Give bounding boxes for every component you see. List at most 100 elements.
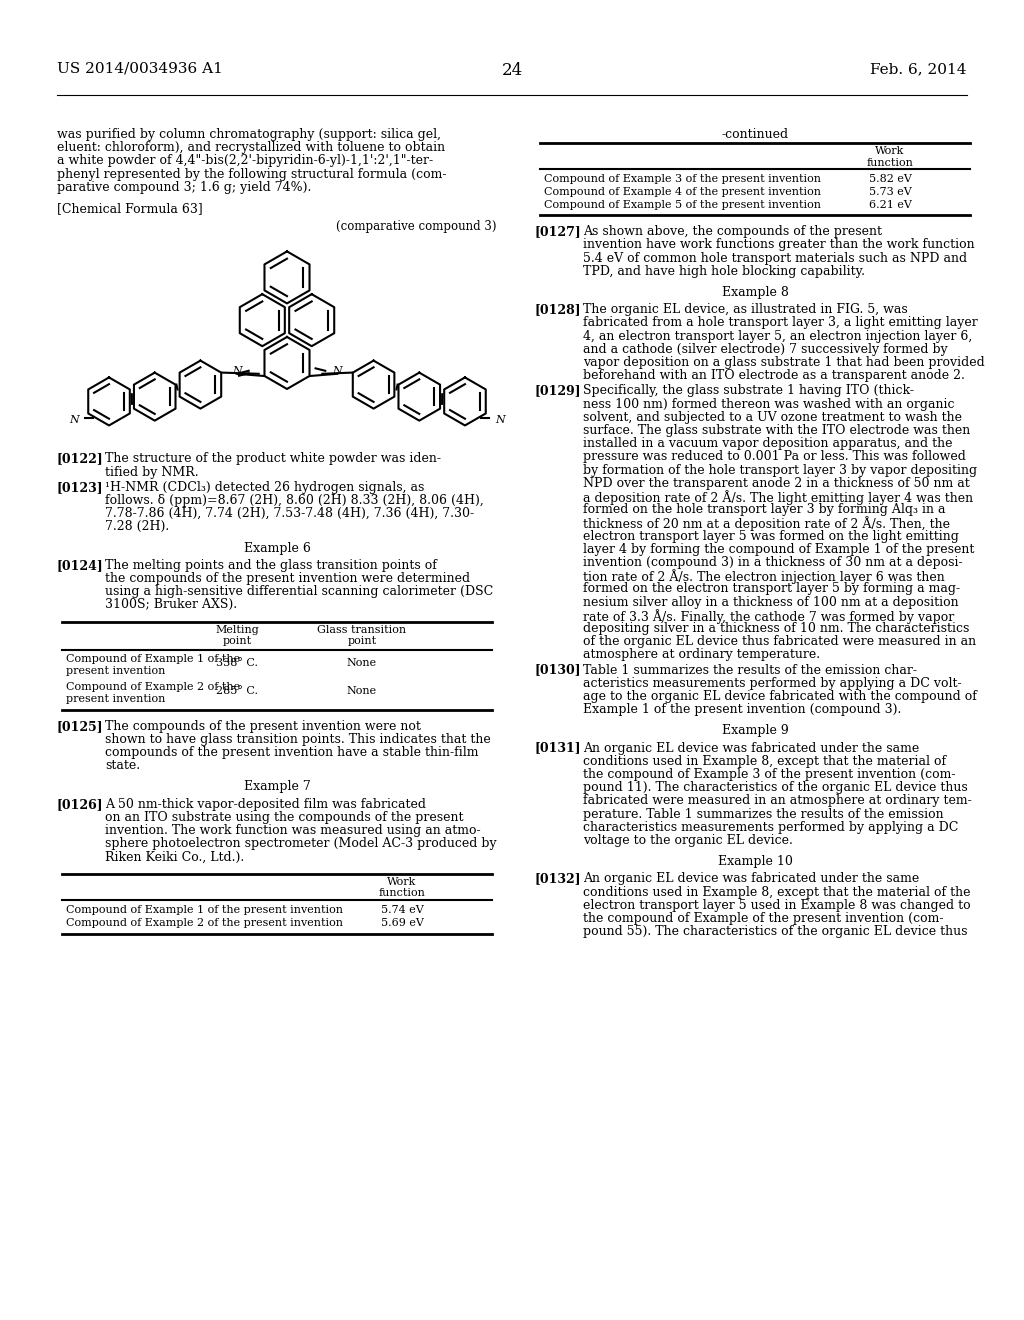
Text: of the organic EL device thus fabricated were measured in an: of the organic EL device thus fabricated… [583,635,976,648]
Text: beforehand with an ITO electrode as a transparent anode 2.: beforehand with an ITO electrode as a tr… [583,370,965,383]
Text: thickness of 20 nm at a deposition rate of 2 Å/s. Then, the: thickness of 20 nm at a deposition rate … [583,516,950,531]
Text: Compound of Example 2 of the: Compound of Example 2 of the [66,681,240,692]
Text: present invention: present invention [66,665,165,676]
Text: An organic EL device was fabricated under the same: An organic EL device was fabricated unde… [583,742,920,755]
Text: a white powder of 4,4"-bis(2,2'-bipyridin-6-yl)-1,1':2',1"-ter-: a white powder of 4,4"-bis(2,2'-bipyridi… [57,154,433,168]
Text: follows. δ (ppm)=8.67 (2H), 8.60 (2H) 8.33 (2H), 8.06 (4H),: follows. δ (ppm)=8.67 (2H), 8.60 (2H) 8.… [105,494,483,507]
Text: rate of 3.3 Å/s. Finally, the cathode 7 was formed by vapor: rate of 3.3 Å/s. Finally, the cathode 7 … [583,609,954,623]
Text: present invention: present invention [66,694,165,704]
Text: Example 6: Example 6 [244,541,310,554]
Text: 7.28 (2H).: 7.28 (2H). [105,520,169,533]
Text: Compound of Example 3 of the present invention: Compound of Example 3 of the present inv… [544,174,821,185]
Text: 5.73 eV: 5.73 eV [868,187,911,197]
Text: Compound of Example 1 of the: Compound of Example 1 of the [66,653,240,664]
Text: N: N [70,414,79,425]
Text: Example 8: Example 8 [722,286,788,300]
Text: Work
function: Work function [866,147,913,168]
Text: The melting points and the glass transition points of: The melting points and the glass transit… [105,558,437,572]
Text: ness 100 nm) formed thereon was washed with an organic: ness 100 nm) formed thereon was washed w… [583,397,954,411]
Text: invention have work functions greater than the work function: invention have work functions greater th… [583,239,975,251]
Text: 5.74 eV: 5.74 eV [381,904,423,915]
Text: Compound of Example 2 of the present invention: Compound of Example 2 of the present inv… [66,917,343,928]
Text: -continued: -continued [722,128,788,141]
Text: [0132]: [0132] [535,873,582,886]
Text: conditions used in Example 8, except that the material of: conditions used in Example 8, except tha… [583,755,946,768]
Text: NPD over the transparent anode 2 in a thickness of 50 nm at: NPD over the transparent anode 2 in a th… [583,477,970,490]
Text: state.: state. [105,759,140,772]
Text: TPD, and have high hole blocking capability.: TPD, and have high hole blocking capabil… [583,265,865,277]
Text: depositing silver in a thickness of 10 nm. The characteristics: depositing silver in a thickness of 10 n… [583,622,970,635]
Text: The compounds of the present invention were not: The compounds of the present invention w… [105,719,421,733]
Text: 338° C.: 338° C. [216,657,258,668]
Text: formed on the electron transport layer 5 by forming a mag-: formed on the electron transport layer 5… [583,582,961,595]
Text: a deposition rate of 2 Å/s. The light emitting layer 4 was then: a deposition rate of 2 Å/s. The light em… [583,490,973,504]
Text: electron transport layer 5 used in Example 8 was changed to: electron transport layer 5 used in Examp… [583,899,971,912]
Text: by formation of the hole transport layer 3 by vapor depositing: by formation of the hole transport layer… [583,463,977,477]
Text: An organic EL device was fabricated under the same: An organic EL device was fabricated unde… [583,873,920,886]
Text: Example 9: Example 9 [722,725,788,738]
Text: [0125]: [0125] [57,719,103,733]
Text: 5.69 eV: 5.69 eV [381,917,424,928]
Text: 5.82 eV: 5.82 eV [868,174,911,185]
Text: solvent, and subjected to a UV ozone treatment to wash the: solvent, and subjected to a UV ozone tre… [583,411,962,424]
Text: sphere photoelectron spectrometer (Model AC-3 produced by: sphere photoelectron spectrometer (Model… [105,837,497,850]
Text: shown to have glass transition points. This indicates that the: shown to have glass transition points. T… [105,733,490,746]
Text: [0127]: [0127] [535,226,582,238]
Text: voltage to the organic EL device.: voltage to the organic EL device. [583,834,793,847]
Text: The structure of the product white powder was iden-: The structure of the product white powde… [105,453,441,466]
Text: The organic EL device, as illustrated in FIG. 5, was: The organic EL device, as illustrated in… [583,304,907,317]
Text: [0128]: [0128] [535,304,582,317]
Text: surface. The glass substrate with the ITO electrode was then: surface. The glass substrate with the IT… [583,424,971,437]
Text: compounds of the present invention have a stable thin-film: compounds of the present invention have … [105,746,478,759]
Text: 24: 24 [502,62,522,79]
Text: layer 4 by forming the compound of Example 1 of the present: layer 4 by forming the compound of Examp… [583,543,975,556]
Text: Specifically, the glass substrate 1 having ITO (thick-: Specifically, the glass substrate 1 havi… [583,384,914,397]
Text: pound 11). The characteristics of the organic EL device thus: pound 11). The characteristics of the or… [583,781,968,795]
Text: 6.21 eV: 6.21 eV [868,201,911,210]
Text: parative compound 3; 1.6 g; yield 74%).: parative compound 3; 1.6 g; yield 74%). [57,181,311,194]
Text: Compound of Example 1 of the present invention: Compound of Example 1 of the present inv… [66,904,343,915]
Text: Feb. 6, 2014: Feb. 6, 2014 [870,62,967,77]
Text: using a high-sensitive differential scanning calorimeter (DSC: using a high-sensitive differential scan… [105,585,494,598]
Text: on an ITO substrate using the compounds of the present: on an ITO substrate using the compounds … [105,810,464,824]
Text: [0123]: [0123] [57,480,103,494]
Text: pound 55). The characteristics of the organic EL device thus: pound 55). The characteristics of the or… [583,925,968,939]
Text: Melting
point: Melting point [215,624,259,647]
Text: As shown above, the compounds of the present: As shown above, the compounds of the pre… [583,226,882,238]
Text: 4, an electron transport layer 5, an electron injection layer 6,: 4, an electron transport layer 5, an ele… [583,330,972,343]
Text: atmosphere at ordinary temperature.: atmosphere at ordinary temperature. [583,648,820,661]
Text: Glass transition
point: Glass transition point [317,624,407,647]
Text: Example 10: Example 10 [718,855,793,869]
Text: invention (compound 3) in a thickness of 30 nm at a deposi-: invention (compound 3) in a thickness of… [583,556,963,569]
Text: N: N [333,366,342,376]
Text: (comparative compound 3): (comparative compound 3) [337,220,497,234]
Text: Table 1 summarizes the results of the emission char-: Table 1 summarizes the results of the em… [583,664,918,677]
Text: A 50 nm-thick vapor-deposited film was fabricated: A 50 nm-thick vapor-deposited film was f… [105,797,426,810]
Text: electron transport layer 5 was formed on the light emitting: electron transport layer 5 was formed on… [583,529,958,543]
Text: US 2014/0034936 A1: US 2014/0034936 A1 [57,62,223,77]
Text: was purified by column chromatography (support: silica gel,: was purified by column chromatography (s… [57,128,441,141]
Text: pressure was reduced to 0.001 Pa or less. This was followed: pressure was reduced to 0.001 Pa or less… [583,450,966,463]
Text: 7.78-7.86 (4H), 7.74 (2H), 7.53-7.48 (4H), 7.36 (4H), 7.30-: 7.78-7.86 (4H), 7.74 (2H), 7.53-7.48 (4H… [105,507,474,520]
Text: Example 1 of the present invention (compound 3).: Example 1 of the present invention (comp… [583,704,901,717]
Text: invention. The work function was measured using an atmo-: invention. The work function was measure… [105,824,480,837]
Text: [0122]: [0122] [57,453,103,466]
Text: eluent: chloroform), and recrystallized with toluene to obtain: eluent: chloroform), and recrystallized … [57,141,445,154]
Text: nesium silver alloy in a thickness of 100 nm at a deposition: nesium silver alloy in a thickness of 10… [583,595,958,609]
Text: tified by NMR.: tified by NMR. [105,466,199,479]
Text: acteristics measurements performed by applying a DC volt-: acteristics measurements performed by ap… [583,677,962,690]
Text: [0130]: [0130] [535,664,582,677]
Text: Compound of Example 4 of the present invention: Compound of Example 4 of the present inv… [544,187,821,197]
Text: [Chemical Formula 63]: [Chemical Formula 63] [57,202,203,215]
Text: 3100S; Bruker AXS).: 3100S; Bruker AXS). [105,598,238,611]
Text: the compound of Example 3 of the present invention (com-: the compound of Example 3 of the present… [583,768,955,781]
Text: the compounds of the present invention were determined: the compounds of the present invention w… [105,572,470,585]
Text: N: N [495,414,505,425]
Text: tion rate of 2 Å/s. The electron injection layer 6 was then: tion rate of 2 Å/s. The electron injecti… [583,569,945,583]
Text: Example 7: Example 7 [244,780,310,793]
Text: phenyl represented by the following structural formula (com-: phenyl represented by the following stru… [57,168,446,181]
Text: [0129]: [0129] [535,384,582,397]
Text: 285° C.: 285° C. [216,685,258,696]
Text: [0124]: [0124] [57,558,103,572]
Text: ¹H-NMR (CDCl₃) detected 26 hydrogen signals, as: ¹H-NMR (CDCl₃) detected 26 hydrogen sign… [105,480,424,494]
